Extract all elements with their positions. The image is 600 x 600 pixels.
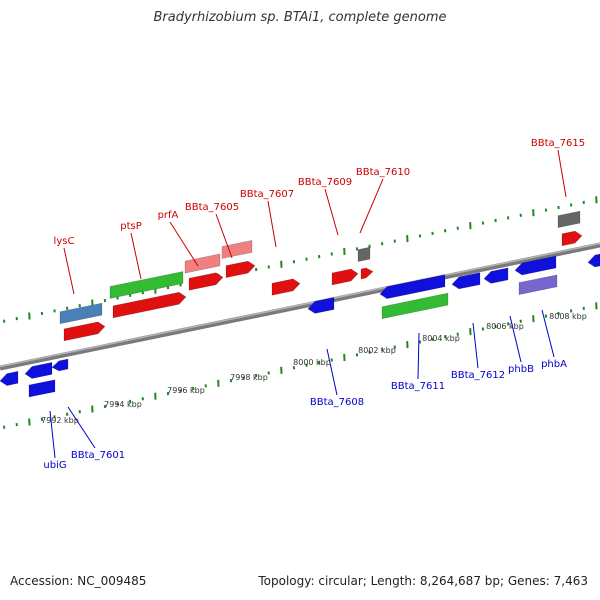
scale-label: 8000 kbp (293, 358, 331, 367)
gene-label-BBta_7610: BBta_7610 (356, 167, 410, 178)
scale-label: 8008 kbp (549, 312, 587, 321)
leader-line (472, 322, 479, 369)
gene-arrow (451, 272, 481, 290)
gene-arrow (24, 361, 53, 379)
gene-arrow (51, 358, 69, 372)
gene-box (381, 292, 449, 320)
genome-backbone-highlight (0, 242, 600, 368)
top-tick-row (3, 196, 598, 323)
gene-arrow (112, 291, 187, 319)
bottom-tick-row (3, 302, 598, 429)
gene-arrow (271, 278, 301, 296)
leader-line (509, 315, 522, 363)
scale-label: 8004 kbp (422, 334, 460, 343)
leader-line (49, 410, 56, 459)
genome-backbone (0, 242, 600, 371)
gene-arrow (225, 260, 256, 279)
genome-summary-text: Topology: circular; Length: 8,264,687 bp… (258, 574, 588, 588)
leader-line (215, 213, 233, 259)
gene-label-prfA: prfA (158, 210, 179, 221)
gene-label-phbB: phbB (508, 364, 534, 375)
gene-arrow (379, 274, 446, 299)
leader-line (324, 188, 339, 236)
gene-label-BBta_7615: BBta_7615 (531, 138, 585, 149)
gene-arrow (188, 272, 224, 291)
leader-line (541, 309, 555, 358)
gene-prfA-box (184, 253, 221, 274)
gene-box (221, 239, 253, 259)
gene-label-phbA: phbA (541, 359, 567, 370)
gene-arrow (561, 230, 583, 247)
gene-label-lysC: lysC (54, 236, 75, 247)
leader-line (67, 406, 96, 449)
gene-gray-box (557, 210, 581, 228)
gene-label-ptsP: ptsP (120, 221, 142, 232)
scale-label: 7996 kbp (167, 386, 205, 395)
gene-arrow (331, 268, 359, 286)
gene-arrow (360, 267, 374, 280)
gene-label-BBta_7608: BBta_7608 (310, 397, 364, 408)
scale-label: 8002 kbp (358, 346, 396, 355)
leader-line (130, 232, 142, 280)
genome-title: Bradyrhizobium sp. BTAi1, complete genom… (153, 10, 447, 25)
leader-line (557, 149, 567, 198)
label-leader-lines (49, 149, 567, 459)
gene-label-BBta_7612: BBta_7612 (451, 370, 505, 381)
gene-arrow (0, 370, 19, 386)
leader-line (169, 221, 199, 267)
gene-label-ubiG: ubiG (43, 460, 66, 471)
gene-gray-box (357, 246, 371, 262)
gene-label-BBta_7607: BBta_7607 (240, 189, 294, 200)
accession-text: Accession: NC_009485 (10, 574, 147, 588)
gene-features (0, 210, 600, 398)
leader-line (63, 247, 75, 295)
gene-box (28, 379, 56, 398)
gene-label-BBta_7611: BBta_7611 (391, 381, 445, 392)
gene-label-BBta_7605: BBta_7605 (185, 202, 239, 213)
gene-label-BBta_7609: BBta_7609 (298, 177, 352, 188)
gene-arrow (514, 255, 557, 276)
leader-line (326, 348, 338, 396)
scale-label: 7994 kbp (104, 400, 142, 409)
leader-line (417, 332, 420, 380)
scale-label: 8006 kbp (486, 322, 524, 331)
gene-arrow (63, 321, 106, 342)
gene-lysC-box (59, 302, 103, 325)
scale-labels: 7992 kbp 7994 kbp 7996 kbp 7998 kbp 8000… (41, 312, 587, 425)
leader-line (267, 200, 277, 248)
gene-label-BBta_7601: BBta_7601 (71, 450, 125, 461)
gene-arrow (307, 297, 335, 314)
bottom-gene-labels: ubiG BBta_7601 BBta_7608 BBta_7611 BBta_… (43, 359, 567, 471)
gene-arrow (483, 267, 509, 284)
leader-line (359, 178, 384, 234)
top-gene-labels: lysC ptsP prfA BBta_7605 BBta_7607 BBta_… (54, 138, 586, 247)
gene-box (518, 274, 558, 295)
scale-label: 7998 kbp (230, 373, 268, 382)
gene-ptsP-box (109, 271, 184, 299)
gene-arrow (587, 253, 600, 268)
scale-label: 7992 kbp (41, 416, 79, 425)
